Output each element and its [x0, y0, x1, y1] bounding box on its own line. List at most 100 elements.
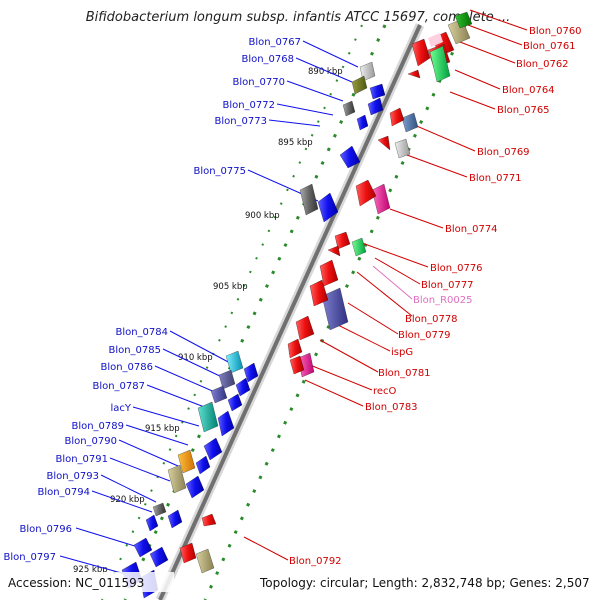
- gene-blon-0769b[interactable]: [389, 107, 405, 127]
- gene-blon-0770[interactable]: [367, 97, 384, 116]
- gene-ispg[interactable]: [295, 315, 315, 341]
- topology-background: [256, 572, 594, 592]
- rna-blon-0760[interactable]: [428, 33, 443, 47]
- gene-blon-0791[interactable]: [185, 475, 205, 499]
- gene-blon-0776b[interactable]: [327, 245, 341, 257]
- gene-blon-0794b[interactable]: [145, 514, 159, 532]
- label-blon-0776[interactable]: Blon_0776: [430, 263, 483, 274]
- gene-blon-0792[interactable]: [201, 513, 217, 527]
- label-blon-0772[interactable]: Blon_0772: [222, 100, 275, 111]
- gene-blon-0777[interactable]: [351, 237, 367, 257]
- scale-label-895: 895 kbp: [278, 138, 313, 148]
- gene-blon-0764[interactable]: [429, 45, 451, 83]
- gene-blon-0772[interactable]: [342, 100, 356, 117]
- label-blon-0784[interactable]: Blon_0784: [115, 327, 168, 338]
- gene-blon-0769[interactable]: [401, 112, 419, 133]
- gene-blon-0790[interactable]: [177, 449, 196, 474]
- gene-blon-0760[interactable]: [454, 11, 473, 29]
- label-blon-0792[interactable]: Blon_0792: [289, 556, 342, 567]
- label-blon-0789[interactable]: Blon_0789: [71, 421, 124, 432]
- gene-blon-0773[interactable]: [356, 114, 369, 131]
- label-blon-0787[interactable]: Blon_0787: [92, 381, 145, 392]
- label-blon-0760[interactable]: Blon_0760: [529, 26, 582, 37]
- gene-blon-0786b[interactable]: [210, 385, 228, 404]
- gene-blon-0778[interactable]: [319, 259, 339, 287]
- gene-blon-0775[interactable]: [317, 192, 339, 223]
- scale-label-920: 920 kbp: [110, 495, 145, 505]
- label-reco[interactable]: recO: [373, 386, 397, 397]
- gene-blon-0784[interactable]: [243, 362, 259, 383]
- gene-blon-0796b[interactable]: [149, 546, 169, 568]
- label-blon-0785[interactable]: Blon_0785: [108, 345, 161, 356]
- label-blon-0774[interactable]: Blon_0774: [445, 224, 498, 235]
- gene-blon-0791b[interactable]: [167, 464, 187, 494]
- gene-blon-0774[interactable]: [371, 183, 391, 215]
- rna-leader-line: [372, 265, 413, 300]
- gene-blon-0793[interactable]: [152, 502, 167, 517]
- gene-blon-0785[interactable]: [235, 377, 251, 397]
- label-blon-0777[interactable]: Blon_0777: [421, 280, 474, 291]
- gene-blon-0762c[interactable]: [411, 38, 431, 67]
- label-blon-0797[interactable]: Blon_0797: [3, 552, 56, 563]
- gene-blon-0785b[interactable]: [218, 369, 236, 390]
- gene-blon-0775a[interactable]: [339, 145, 361, 169]
- label-blon-0796[interactable]: Blon_0796: [19, 524, 72, 535]
- accession-background: [4, 572, 174, 592]
- gene-lacy-b[interactable]: [197, 401, 219, 433]
- label-blon-0765[interactable]: Blon_0765: [497, 105, 550, 116]
- label-ispg[interactable]: ispG: [391, 347, 413, 358]
- gene-blon-0786[interactable]: [227, 393, 243, 412]
- label-blon-0771[interactable]: Blon_0771: [469, 173, 522, 184]
- label-blon-0794[interactable]: Blon_0794: [37, 487, 90, 498]
- gene-blon-0764b[interactable]: [407, 69, 421, 79]
- gene-blon-0792b[interactable]: [195, 548, 215, 574]
- gene-blon-0779[interactable]: [321, 287, 349, 331]
- gene-blon-0794[interactable]: [167, 509, 183, 529]
- gene-blon-0784b[interactable]: [225, 350, 244, 374]
- gene-ispg-b[interactable]: [287, 338, 303, 359]
- gene-blon-0768b[interactable]: [351, 75, 368, 95]
- gene-blon-0792c[interactable]: [179, 542, 197, 564]
- gene-blon-0776[interactable]: [334, 231, 351, 250]
- label-blon-0786[interactable]: Blon_0786: [100, 362, 153, 373]
- label-blon-0781[interactable]: Blon_0781: [378, 368, 431, 379]
- gene-blon-0787[interactable]: [217, 410, 235, 437]
- scale-label-925: 925 kbp: [73, 565, 108, 575]
- gene-blon-0789[interactable]: [195, 455, 211, 475]
- gene-blon-0796[interactable]: [133, 537, 153, 558]
- left-labels: Blon_0767 Blon_0768 Blon_0770 Blon_0772 …: [3, 37, 301, 563]
- label-blon-0793[interactable]: Blon_0793: [46, 471, 99, 482]
- label-blon-0779[interactable]: Blon_0779: [398, 330, 451, 341]
- label-blon-0775[interactable]: Blon_0775: [193, 166, 246, 177]
- label-blon-0778[interactable]: Blon_0778: [405, 314, 458, 325]
- label-blon-0791[interactable]: Blon_0791: [55, 454, 108, 465]
- scale-label-905: 905 kbp: [213, 282, 248, 292]
- gene-blon-0771b[interactable]: [377, 135, 391, 151]
- right-labels: Blon_0760 Blon_0761 Blon_0762 Blon_0764 …: [289, 26, 582, 567]
- label-blon-0764[interactable]: Blon_0764: [502, 85, 555, 96]
- label-blon-0783[interactable]: Blon_0783: [365, 402, 418, 413]
- label-lacy[interactable]: lacY: [110, 403, 131, 414]
- label-blon-0773[interactable]: Blon_0773: [214, 116, 267, 127]
- scale-labels: 890 kbp 895 kbp 900 kbp 905 kbp 910 kbp …: [73, 67, 343, 575]
- label-blon-0790[interactable]: Blon_0790: [64, 436, 117, 447]
- gene-blon-0775b[interactable]: [299, 183, 319, 216]
- scale-label-910: 910 kbp: [178, 353, 213, 363]
- right-leader-lines: [243, 9, 528, 561]
- forward-genes: [121, 83, 386, 599]
- gene-lacy[interactable]: [203, 437, 223, 461]
- label-blon-0767[interactable]: Blon_0767: [248, 37, 301, 48]
- label-blon-0768[interactable]: Blon_0768: [241, 54, 294, 65]
- gene-reco[interactable]: [289, 355, 305, 375]
- gene-blon-0778b[interactable]: [309, 279, 329, 307]
- label-blon-0761[interactable]: Blon_0761: [523, 41, 576, 52]
- label-blon-r0025[interactable]: Blon_R0025: [413, 295, 473, 306]
- label-blon-0762[interactable]: Blon_0762: [516, 59, 569, 70]
- label-blon-0769[interactable]: Blon_0769: [477, 147, 530, 158]
- gene-blon-0771[interactable]: [394, 138, 411, 159]
- label-blon-0770[interactable]: Blon_0770: [232, 77, 285, 88]
- gene-blon-0774b[interactable]: [355, 179, 377, 207]
- accession-text: Accession: NC_011593: [8, 576, 144, 590]
- topology-text: Topology: circular; Length: 2,832,748 bp…: [259, 576, 590, 590]
- gene-blon-0768[interactable]: [369, 83, 386, 100]
